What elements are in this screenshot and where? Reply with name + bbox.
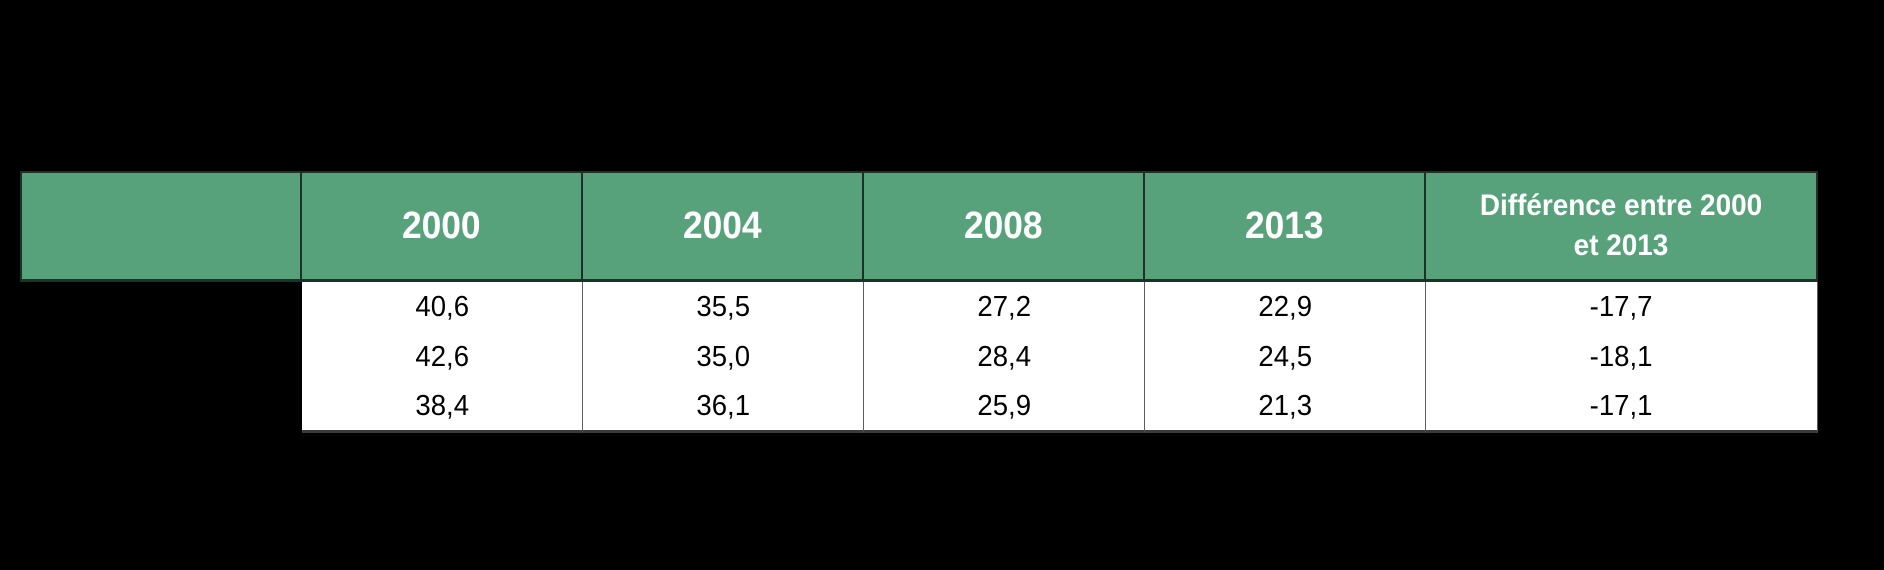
data-cell: 35,0 [583, 332, 864, 383]
cell-value: 36,1 [696, 389, 750, 422]
header-label: Différence entre 2000 et 2013 [1479, 188, 1763, 263]
data-cell: 21,3 [1145, 382, 1426, 433]
data-cell: 42,6 [302, 332, 583, 383]
header-label: 2008 [964, 204, 1043, 247]
cell-value: 42,6 [415, 340, 469, 373]
header-cell-2013: 2013 [1145, 171, 1426, 282]
header-label: 2000 [402, 204, 481, 247]
cell-value: 35,0 [696, 340, 750, 373]
cell-value: 38,4 [415, 389, 469, 422]
cell-value: 27,2 [977, 290, 1031, 323]
cell-value: 35,5 [696, 290, 750, 323]
data-cell: -17,1 [1426, 382, 1818, 433]
data-cell: -18,1 [1426, 332, 1818, 383]
table-header-row: 2000 2004 2008 2013 Différence entre 200… [20, 171, 1818, 282]
header-cell-2004: 2004 [583, 171, 864, 282]
data-cell: 36,1 [583, 382, 864, 433]
cell-value: 22,9 [1258, 290, 1312, 323]
table-row: 38,4 36,1 25,9 21,3 -17,1 [20, 382, 1818, 433]
data-cell: -17,7 [1426, 282, 1818, 333]
cell-value: 24,5 [1258, 340, 1312, 373]
row-label-cell [20, 382, 302, 433]
cell-value: 25,9 [977, 389, 1031, 422]
header-label: 2013 [1245, 204, 1324, 247]
data-cell: 27,2 [864, 282, 1145, 333]
data-table: 2000 2004 2008 2013 Différence entre 200… [20, 171, 1818, 433]
header-cell-empty [20, 171, 302, 282]
header-label: 2004 [683, 204, 762, 247]
cell-value: 28,4 [977, 340, 1031, 373]
data-cell: 25,9 [864, 382, 1145, 433]
header-cell-2008: 2008 [864, 171, 1145, 282]
data-cell: 40,6 [302, 282, 583, 333]
data-cell: 28,4 [864, 332, 1145, 383]
data-cell: 35,5 [583, 282, 864, 333]
cell-value: 40,6 [415, 290, 469, 323]
table-row: 40,6 35,5 27,2 22,9 -17,7 [20, 282, 1818, 333]
table-row: 42,6 35,0 28,4 24,5 -18,1 [20, 332, 1818, 383]
row-label-cell [20, 332, 302, 383]
table-body: 40,6 35,5 27,2 22,9 -17,7 42,6 35,0 28,4… [20, 282, 1818, 433]
header-cell-difference: Différence entre 2000 et 2013 [1426, 171, 1818, 282]
cell-value: -17,7 [1590, 290, 1653, 323]
row-label-cell [20, 282, 302, 333]
cell-value: -17,1 [1590, 389, 1653, 422]
cell-value: 21,3 [1258, 389, 1312, 422]
data-cell: 22,9 [1145, 282, 1426, 333]
data-cell: 38,4 [302, 382, 583, 433]
header-cell-2000: 2000 [302, 171, 583, 282]
data-cell: 24,5 [1145, 332, 1426, 383]
cell-value: -18,1 [1590, 340, 1653, 373]
